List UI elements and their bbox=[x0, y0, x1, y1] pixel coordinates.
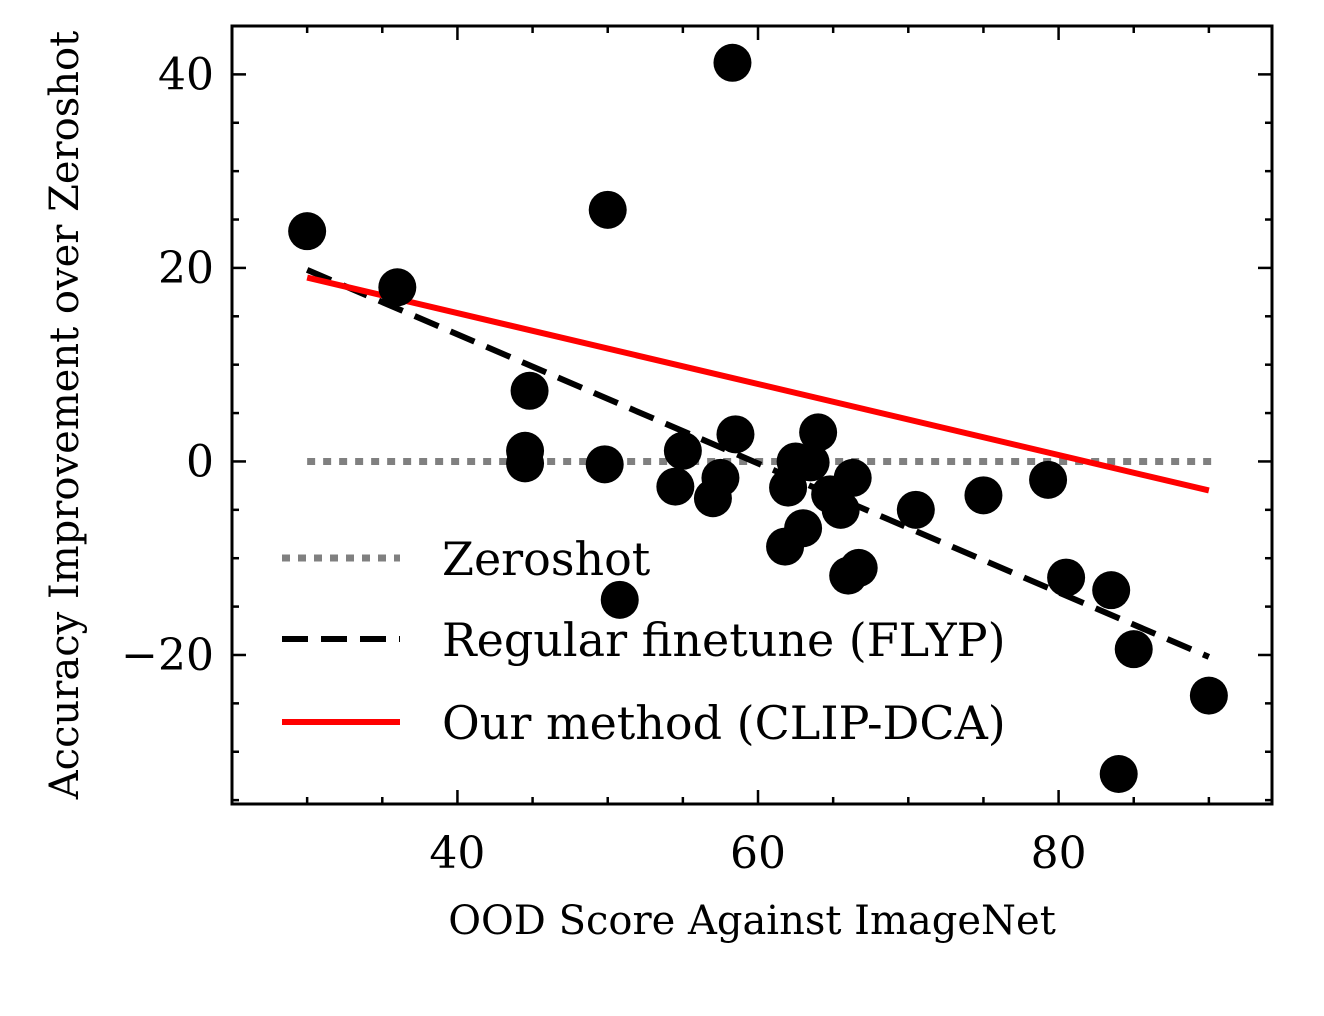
data-point bbox=[378, 268, 417, 307]
legend: Zeroshot Regular finetune (FLYP) Our met… bbox=[282, 532, 1006, 750]
y-tick-label: −20 bbox=[121, 630, 214, 681]
x-tick-label: 40 bbox=[429, 828, 485, 879]
data-point bbox=[288, 212, 327, 251]
data-point bbox=[839, 548, 878, 587]
data-point bbox=[716, 415, 755, 454]
tick-labels: 40 60 80 −20 0 20 40 bbox=[121, 49, 1086, 879]
legend-label-our-method: Our method (CLIP-DCA) bbox=[442, 696, 1006, 750]
plot-frame bbox=[230, 24, 1274, 806]
data-point bbox=[1189, 676, 1228, 715]
data-point bbox=[1092, 571, 1131, 610]
data-point bbox=[701, 458, 740, 497]
data-point bbox=[588, 190, 627, 229]
data-point bbox=[964, 476, 1003, 515]
x-tick-label: 60 bbox=[730, 828, 786, 879]
x-axis-label: OOD Score Against ImageNet bbox=[448, 898, 1056, 944]
series-line-regular-finetune bbox=[305, 267, 1211, 660]
data-point bbox=[713, 43, 752, 82]
data-point bbox=[896, 490, 935, 529]
scatter-points bbox=[288, 43, 1228, 794]
data-point bbox=[1047, 558, 1086, 597]
axis-ticks bbox=[230, 24, 1272, 804]
data-point bbox=[656, 467, 695, 506]
y-axis-label: Accuracy Improvement over Zeroshot bbox=[42, 31, 88, 800]
series-line-our-method bbox=[306, 274, 1210, 494]
x-tick-label: 80 bbox=[1031, 828, 1087, 879]
y-tick-label: 0 bbox=[186, 436, 214, 487]
y-tick-label: 40 bbox=[158, 49, 214, 100]
data-point bbox=[510, 371, 549, 410]
data-point bbox=[1114, 630, 1153, 669]
data-point bbox=[799, 413, 838, 452]
legend-label-regular-finetune: Regular finetune (FLYP) bbox=[442, 613, 1006, 667]
data-point bbox=[585, 445, 624, 484]
data-point bbox=[600, 580, 639, 619]
data-point bbox=[506, 444, 545, 483]
series-lines bbox=[305, 267, 1217, 660]
data-point bbox=[784, 509, 823, 548]
data-point bbox=[821, 490, 860, 529]
data-point bbox=[1099, 755, 1138, 794]
y-tick-label: 20 bbox=[158, 243, 214, 294]
data-point bbox=[663, 431, 702, 470]
data-point bbox=[1029, 460, 1068, 499]
data-point bbox=[791, 443, 830, 482]
legend-label-zeroshot: Zeroshot bbox=[442, 532, 651, 586]
data-point bbox=[833, 458, 872, 497]
